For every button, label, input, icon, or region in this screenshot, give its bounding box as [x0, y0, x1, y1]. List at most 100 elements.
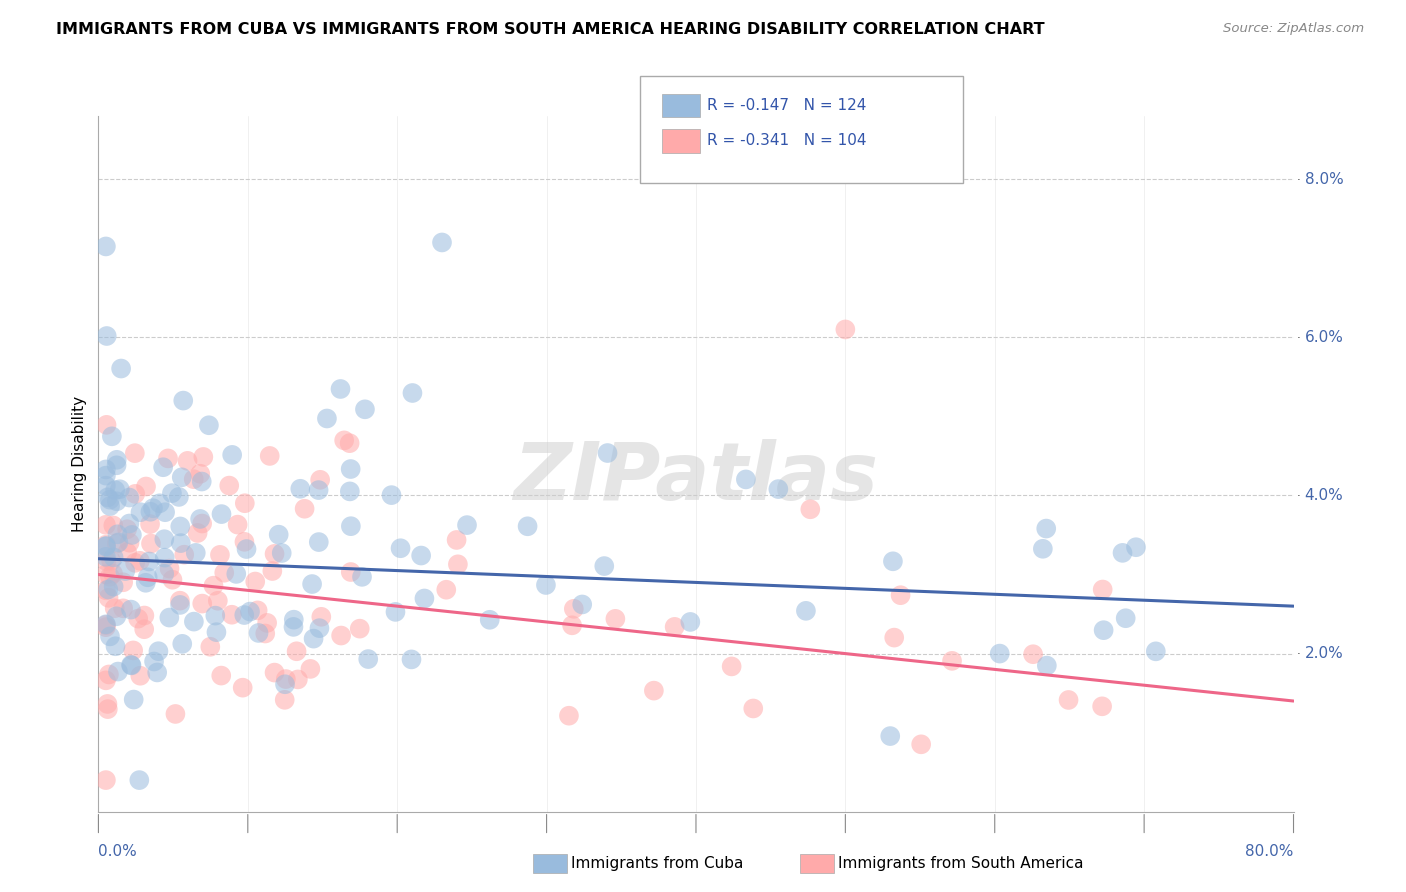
Point [596, 446, 619, 460]
Point [105, 494, 128, 508]
Point [245, 574, 267, 589]
Point [720, 659, 742, 673]
Point [1125, 540, 1147, 554]
Point [124, 556, 146, 570]
Point [354, 402, 377, 417]
Point [330, 628, 353, 642]
Text: ZIPatlas: ZIPatlas [513, 439, 879, 516]
Point [283, 613, 305, 627]
Point [120, 657, 142, 672]
Point [172, 393, 194, 408]
Point [124, 487, 146, 501]
Point [105, 458, 128, 473]
Point [112, 575, 135, 590]
Point [890, 588, 912, 602]
Point [169, 519, 191, 533]
Point [97, 582, 120, 597]
Point [122, 643, 145, 657]
Point [259, 449, 281, 463]
Point [380, 488, 402, 502]
Point [1032, 541, 1054, 556]
Point [98, 569, 121, 583]
Point [209, 668, 232, 682]
Point [267, 527, 290, 541]
Text: IMMIGRANTS FROM CUBA VS IMMIGRANTS FROM SOUTH AMERICA HEARING DISABILITY CORRELA: IMMIGRANTS FROM CUBA VS IMMIGRANTS FROM … [56, 22, 1045, 37]
Point [308, 483, 330, 497]
Point [97, 491, 120, 505]
Point [120, 602, 142, 616]
Point [446, 533, 468, 547]
Point [516, 519, 538, 533]
Point [311, 609, 333, 624]
Point [299, 662, 322, 676]
Point [103, 518, 125, 533]
Point [198, 418, 221, 433]
Point [308, 621, 330, 635]
Point [97, 667, 120, 681]
Point [401, 386, 423, 401]
Point [115, 522, 138, 536]
Point [135, 575, 157, 590]
Point [98, 492, 121, 507]
Text: R = -0.147   N = 124: R = -0.147 N = 124 [707, 98, 866, 112]
Point [94, 540, 117, 554]
Point [121, 658, 143, 673]
Point [169, 593, 191, 607]
Point [105, 536, 128, 550]
Point [988, 647, 1011, 661]
Point [134, 608, 156, 623]
Point [104, 483, 127, 497]
Point [173, 548, 195, 562]
Point [94, 618, 117, 632]
Point [232, 681, 254, 695]
Point [193, 450, 215, 464]
Point [679, 615, 702, 629]
Point [302, 632, 325, 646]
Text: 0.0%: 0.0% [98, 845, 138, 859]
Point [605, 612, 627, 626]
Point [176, 454, 198, 468]
Point [1092, 623, 1115, 637]
Point [339, 565, 361, 579]
Point [233, 534, 256, 549]
Point [153, 550, 176, 565]
Point [107, 527, 129, 541]
Point [107, 535, 129, 549]
Point [94, 617, 117, 632]
Point [357, 652, 380, 666]
Point [191, 597, 214, 611]
Point [107, 665, 129, 679]
Point [94, 567, 117, 582]
Point [103, 550, 125, 565]
Point [139, 517, 162, 532]
Point [558, 708, 581, 723]
Point [184, 546, 207, 560]
Point [114, 564, 136, 578]
Point [94, 620, 117, 634]
Text: 4.0%: 4.0% [1305, 488, 1343, 503]
Point [183, 472, 205, 486]
Point [121, 528, 143, 542]
Point [100, 554, 122, 568]
Point [110, 361, 132, 376]
Point [105, 452, 128, 467]
Y-axis label: Hearing Disability: Hearing Disability [72, 396, 87, 532]
Point [153, 566, 176, 581]
Point [146, 665, 169, 680]
Point [794, 604, 817, 618]
Point [118, 516, 141, 531]
Point [218, 478, 240, 492]
Point [1035, 522, 1057, 536]
Point [274, 693, 297, 707]
Point [941, 654, 963, 668]
Point [225, 566, 247, 581]
Point [94, 468, 117, 483]
Point [643, 683, 665, 698]
Point [112, 601, 135, 615]
Point [205, 625, 228, 640]
Point [188, 467, 211, 481]
Point [159, 561, 181, 575]
Point [169, 598, 191, 612]
Point [129, 505, 152, 519]
Point [1091, 582, 1114, 597]
